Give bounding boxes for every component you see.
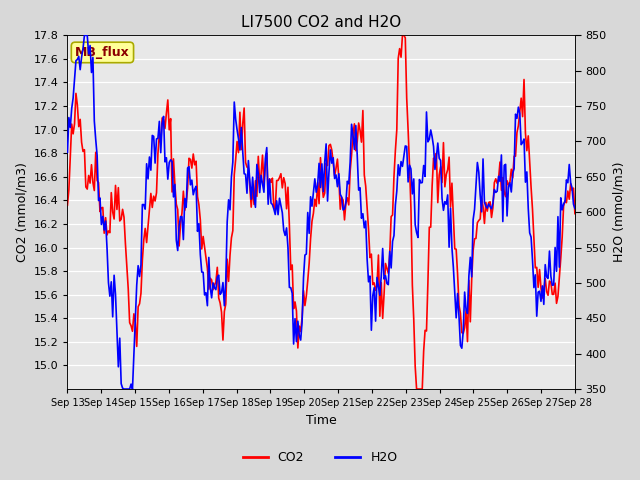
Legend: CO2, H2O: CO2, H2O: [237, 446, 403, 469]
Y-axis label: CO2 (mmol/m3): CO2 (mmol/m3): [15, 162, 28, 262]
Title: LI7500 CO2 and H2O: LI7500 CO2 and H2O: [241, 15, 401, 30]
Y-axis label: H2O (mmol/m3): H2O (mmol/m3): [612, 162, 625, 263]
X-axis label: Time: Time: [306, 414, 337, 427]
Text: MB_flux: MB_flux: [75, 46, 130, 59]
